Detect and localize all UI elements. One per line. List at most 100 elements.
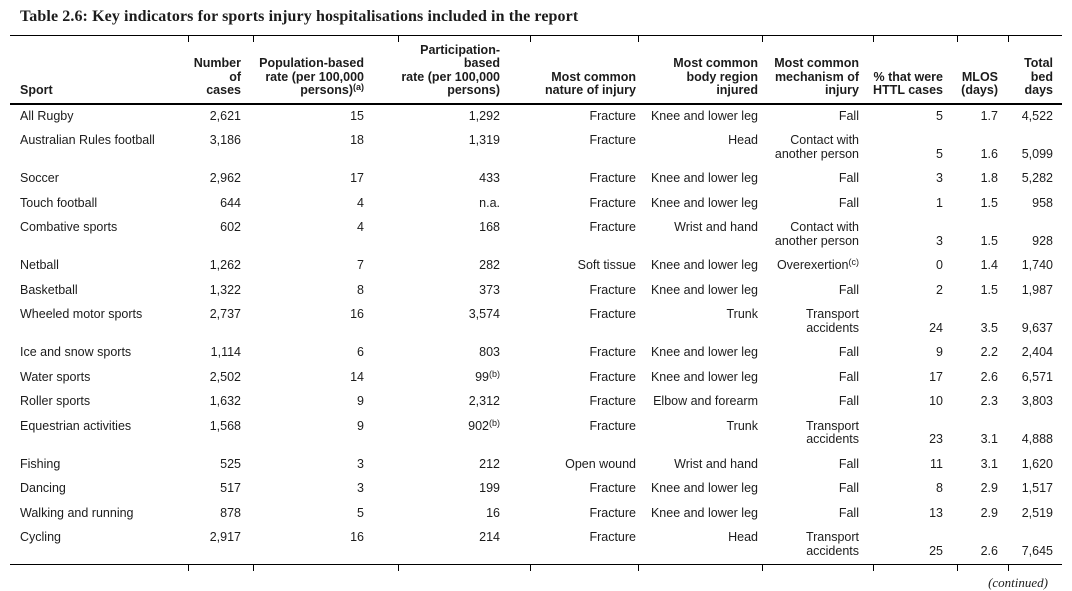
cell-nature: Fracture: [589, 418, 636, 433]
cell-sport: Soccer: [20, 171, 59, 185]
cell-cases: 2,621: [209, 108, 241, 123]
cell-nature: Open wound: [565, 456, 636, 471]
cell-participation-rate: 803: [479, 345, 500, 359]
rule-tick: [637, 564, 762, 571]
cell-participation-rate: 433: [479, 171, 500, 185]
cell-mechanism: Contact with another person: [774, 133, 859, 161]
column-header-total-bed-days: Total bed days: [1008, 41, 1062, 105]
cell-cases: 2,917: [209, 530, 241, 544]
rule-tick: [252, 564, 398, 571]
cell-nature: Fracture: [589, 195, 636, 210]
cell-total-bed-days: 9,637: [1021, 320, 1053, 335]
rule-tick: [1007, 35, 1062, 42]
table-body: All Rugby 2,621 15 1,292 Fracture Knee and lo…: [10, 104, 1062, 565]
cell-body-region: Knee and lower leg: [650, 282, 758, 297]
cell-total-bed-days: 5,282: [1021, 171, 1053, 185]
cell-mlos: 1.5: [980, 195, 998, 210]
cell-httl-pct: 8: [936, 481, 943, 495]
cell-cases: 1,114: [210, 345, 241, 359]
cell-population-rate: 6: [357, 345, 364, 359]
bottom-rule-ticks: [10, 564, 1062, 571]
cell-mechanism: Transport accidents: [805, 307, 859, 335]
rule-tick: [637, 35, 762, 42]
cell-mechanism: Fall: [838, 456, 859, 471]
cell-total-bed-days: 7,645: [1021, 543, 1053, 558]
cell-cases: 2,737: [209, 307, 241, 321]
cell-nature: Fracture: [589, 108, 636, 123]
cell-mlos: 1.5: [980, 282, 998, 297]
cell-mlos: 1.7: [980, 108, 998, 123]
table-row: Walking and running 878 5 16 Fracture Knee an…: [10, 502, 1062, 527]
cell-participation-rate: 1,292: [468, 108, 500, 123]
column-header-participation-rate: Participation-based rate (per 100,000 pers…: [398, 41, 530, 105]
rule-tick: [761, 35, 873, 42]
table-row: Basketball 1,322 8 373 Fracture Knee and lowe…: [10, 279, 1062, 304]
cell-nature: Fracture: [589, 220, 636, 234]
cell-body-region: Head: [728, 530, 758, 544]
column-header-mechanism: Most common mechanism of injury: [762, 41, 873, 105]
table-row: Touch football 644 4 n.a. Fracture Knee and l…: [10, 192, 1062, 217]
cell-nature: Fracture: [589, 394, 636, 408]
cell-body-region: Knee and lower leg: [650, 481, 758, 495]
cell-mlos: 1.8: [980, 171, 998, 185]
table-title: Table 2.6: Key indicators for sports inj…: [20, 8, 579, 25]
cell-total-bed-days: 4,888: [1021, 432, 1053, 446]
table-header: Sport Number of cases Population-based rate (…: [10, 35, 1062, 105]
cell-total-bed-days: 928: [1032, 233, 1053, 248]
cell-httl-pct: 9: [936, 345, 943, 359]
cell-participation-rate: 3,574: [468, 307, 500, 321]
cell-sport: Roller sports: [20, 394, 91, 408]
cell-sport: Basketball: [20, 282, 78, 297]
cell-cases: 1,322: [209, 282, 241, 297]
cell-body-region: Knee and lower leg: [650, 108, 758, 123]
cell-httl-pct: 25: [929, 543, 943, 558]
cell-population-rate: 5: [357, 505, 364, 520]
table-row: Cycling 2,917 16 214 Fracture Head Transport ac…: [10, 526, 1062, 565]
cell-body-region: Knee and lower leg: [650, 345, 758, 359]
cell-participation-rate: 99(b): [475, 368, 500, 384]
cell-sport: Australian Rules football: [20, 133, 155, 147]
cell-mlos: 2.9: [980, 481, 998, 495]
cell-total-bed-days: 958: [1032, 195, 1053, 210]
cell-body-region: Head: [728, 133, 758, 147]
cell-population-rate: 7: [357, 258, 364, 272]
cell-cases: 878: [220, 505, 241, 520]
cell-mechanism: Fall: [838, 108, 859, 123]
table-row: Roller sports 1,632 9 2,312 Fracture Elbow an…: [10, 390, 1062, 415]
cell-population-rate: 9: [357, 394, 364, 408]
cell-mlos: 2.2: [980, 345, 998, 359]
cell-nature: Fracture: [589, 530, 636, 544]
cell-cases: 1,262: [209, 258, 241, 272]
cell-cases: 1,632: [209, 394, 241, 408]
cell-mlos: 2.9: [980, 505, 998, 520]
table-row: Water sports 2,502 14 99(b) Fracture Knee and…: [10, 366, 1062, 391]
table-row: Dancing 517 3 199 Fracture Knee and lower leg…: [10, 477, 1062, 502]
rule-tick: [10, 564, 188, 571]
cell-mechanism: Fall: [838, 282, 859, 297]
rule-tick: [252, 35, 398, 42]
cell-total-bed-days: 2,404: [1021, 345, 1053, 359]
cell-total-bed-days: 2,519: [1021, 505, 1053, 520]
column-header-nature: Most common nature of injury: [530, 41, 638, 105]
rule-tick: [872, 564, 957, 571]
cell-httl-pct: 5: [936, 108, 943, 123]
cell-body-region: Knee and lower leg: [650, 505, 758, 520]
cell-mechanism: Transport accidents: [805, 418, 859, 446]
cell-population-rate: 16: [350, 307, 364, 321]
cell-sport: Wheeled motor sports: [20, 307, 143, 321]
cell-population-rate: 8: [357, 282, 364, 297]
cell-cases: 644: [220, 195, 241, 210]
cell-participation-rate: 2,312: [468, 394, 500, 408]
table-row: Soccer 2,962 17 433 Fracture Knee and lower l…: [10, 167, 1062, 192]
cell-cases: 525: [220, 456, 241, 471]
cell-httl-pct: 13: [929, 505, 943, 520]
rule-tick: [872, 35, 957, 42]
cell-body-region: Trunk: [726, 307, 759, 321]
cell-body-region: Wrist and hand: [674, 456, 758, 471]
cell-mlos: 2.6: [980, 369, 998, 384]
cell-nature: Fracture: [589, 481, 636, 495]
cell-mechanism: Overexertion(c): [776, 257, 859, 272]
cell-population-rate: 4: [357, 195, 364, 210]
cell-body-region: Knee and lower leg: [650, 369, 758, 384]
cell-nature: Fracture: [589, 133, 636, 147]
